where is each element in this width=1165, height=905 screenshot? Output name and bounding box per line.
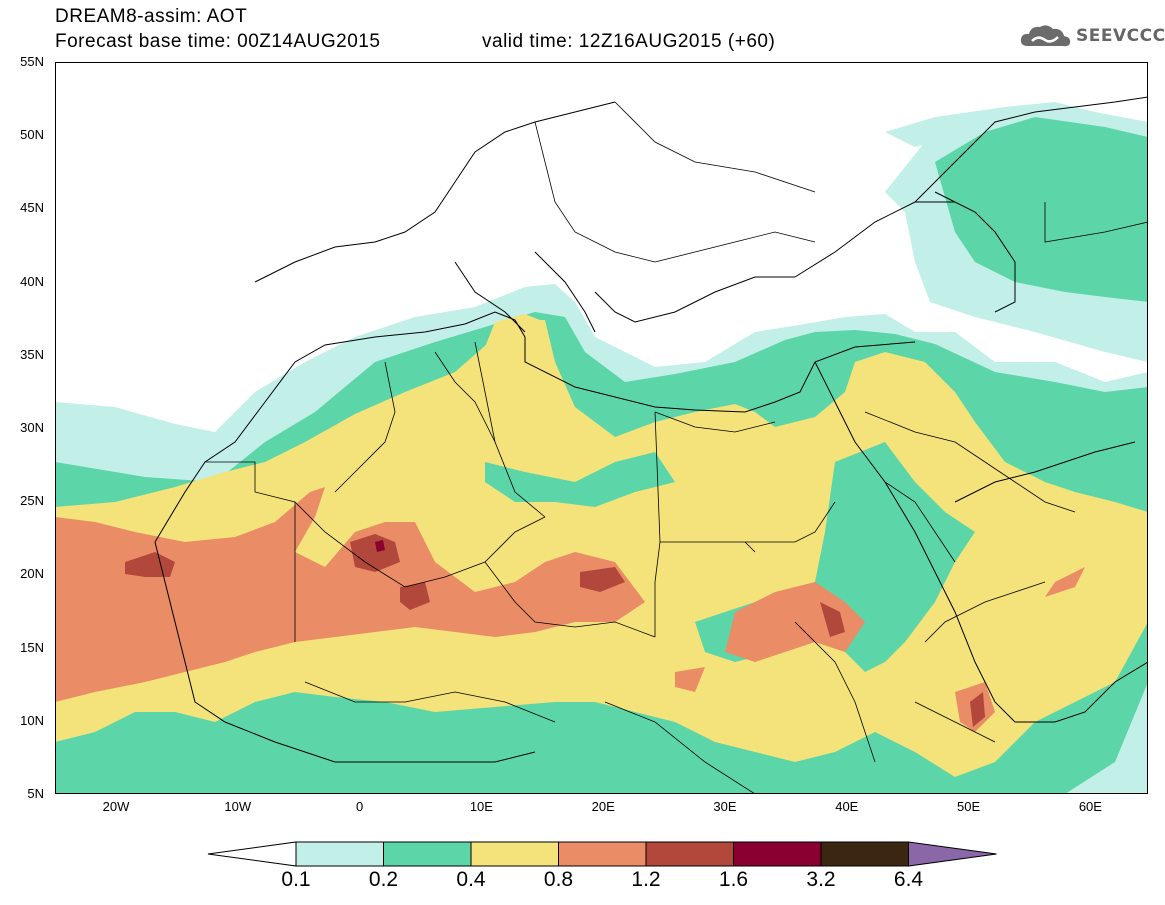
colorbar-label: 0.4 xyxy=(456,868,486,891)
coastlines xyxy=(154,96,1148,763)
lat-label: 25N xyxy=(20,493,44,509)
colorbar-segment xyxy=(820,841,909,867)
logo: SEEVCCC xyxy=(1018,22,1165,50)
valid-time: valid time: 12Z16AUG2015 (+60) xyxy=(482,31,776,52)
lat-label: 50N xyxy=(20,127,44,143)
chart-title: DREAM8-assim: AOT xyxy=(55,6,248,27)
colorbar-label: 0.8 xyxy=(543,868,574,891)
colorbar-label: 0.1 xyxy=(281,868,311,891)
colorbar-segment xyxy=(470,841,559,867)
lat-label: 15N xyxy=(20,639,44,655)
cloud-icon xyxy=(1020,25,1071,47)
lat-label: 45N xyxy=(20,200,44,216)
lon-label: 60E xyxy=(1078,799,1102,814)
colorbar-label: 3.2 xyxy=(806,868,836,891)
lon-label: 20E xyxy=(591,799,615,814)
colorbar-segment xyxy=(383,841,472,867)
colorbar-segment xyxy=(295,841,384,867)
lat-label: 5N xyxy=(27,786,44,801)
lat-label: 30N xyxy=(20,420,44,435)
country-borders xyxy=(205,101,1148,794)
aot-contour-1.2 xyxy=(125,534,985,727)
colorbar-label: 0.2 xyxy=(368,868,399,891)
lon-label: 50E xyxy=(957,799,981,814)
colorbar-segment xyxy=(733,841,822,867)
colorbar-min-arrow xyxy=(207,841,297,867)
lon-label: 10W xyxy=(224,799,252,814)
forecast-base-time: Forecast base time: 00Z14AUG2015 xyxy=(55,31,381,52)
lat-label: 20N xyxy=(20,566,44,582)
colorbar-label: 1.2 xyxy=(631,868,661,891)
lat-label: 55N xyxy=(20,54,44,69)
lon-label: 10E xyxy=(469,799,493,814)
lon-label: 40E xyxy=(835,799,859,814)
colorbar-label: 1.6 xyxy=(718,868,749,891)
colorbar-segment xyxy=(645,841,734,867)
map-canvas xyxy=(55,96,1148,794)
lat-label: 35N xyxy=(20,346,44,362)
colorbar-segment xyxy=(558,841,647,867)
colorbar-label: 6.4 xyxy=(893,868,924,891)
lon-label: 30E xyxy=(713,799,737,814)
lon-label: 0 xyxy=(355,799,364,814)
aot-contour-1.6 xyxy=(375,540,385,552)
colorbar xyxy=(207,841,997,867)
lat-label: 40N xyxy=(20,273,44,289)
lat-label: 10N xyxy=(20,712,44,728)
logo-text: SEEVCCC xyxy=(1076,26,1165,46)
aot-map xyxy=(55,62,1148,794)
lon-label: 20W xyxy=(102,799,130,814)
colorbar-max-arrow xyxy=(908,841,997,867)
